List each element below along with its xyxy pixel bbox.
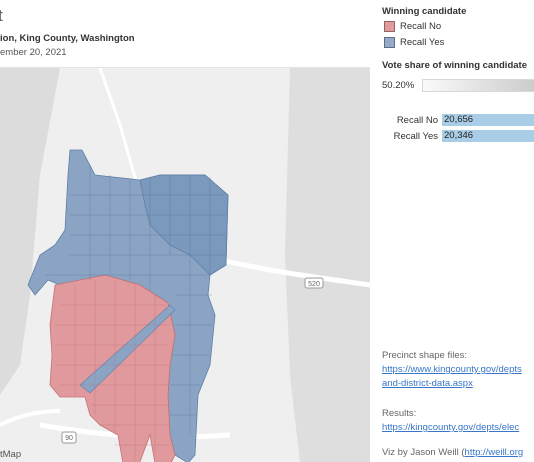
legend-swatch-recall-yes [384, 37, 395, 48]
precinct-grid-no [55, 280, 170, 462]
bar-row-recall-yes[interactable]: Recall Yes 20,346 [382, 129, 534, 143]
legend-label-recall-yes: Recall Yes [400, 37, 445, 48]
road-label-90-text: 90 [65, 435, 73, 442]
results-link[interactable]: https://kingcounty.gov/depts/elec [382, 422, 520, 433]
dashboard-title: t [0, 6, 3, 25]
vote-share-value: 50.20% [382, 79, 415, 91]
precinct-map[interactable]: 520 90 99 [0, 67, 370, 462]
bar-value-label: 20,656 [444, 114, 474, 125]
road-label-90: 90 [61, 431, 77, 444]
precinct-grid-yes [45, 165, 226, 435]
recall-yes-strip[interactable] [79, 304, 176, 394]
bar-mark[interactable]: 20,656 [442, 114, 534, 126]
legend-swatch-recall-no [384, 21, 395, 32]
legend-title: Winning candidate [382, 6, 467, 17]
vote-share-filter[interactable]: 50.20% [382, 77, 534, 93]
road-label-520: 520 [304, 277, 324, 289]
legend-label-recall-no: Recall No [400, 21, 442, 32]
vote-share-title: Vote share of winning candidate [382, 60, 527, 71]
legend-item-recall-yes[interactable]: Recall Yes [384, 36, 444, 49]
bar-value-label: 20,346 [444, 130, 474, 141]
water-area-east [285, 68, 370, 462]
bar-mark[interactable]: 20,346 [442, 130, 534, 142]
map-credit: tMap [0, 449, 22, 460]
bar-label: Recall No [396, 114, 438, 126]
vote-bar-chart: Recall No 20,656 Recall Yes 20,346 [382, 113, 534, 145]
precinct-files-label: Precinct shape files: [382, 350, 468, 361]
viz-credit-link[interactable]: http://weill.org [464, 447, 524, 458]
dashboard-date: ember 20, 2021 [0, 47, 67, 58]
water-area-west [0, 68, 60, 395]
road-label-520-text: 520 [308, 281, 320, 288]
legend-item-recall-no[interactable]: Recall No [384, 20, 441, 33]
results-label: Results: [382, 408, 417, 419]
precinct-files-link-cont[interactable]: and-district-data.aspx [382, 378, 473, 389]
bar-row-recall-no[interactable]: Recall No 20,656 [382, 113, 534, 127]
precinct-files-link[interactable]: https://www.kingcounty.gov/depts [382, 364, 522, 375]
bar-label: Recall Yes [393, 130, 438, 142]
highway-99 [0, 409, 61, 427]
viz-credit: Viz by Jason Weill (http://weill.org [382, 447, 523, 458]
side-panel: Winning candidate Recall No Recall Yes V… [382, 0, 534, 462]
map-canvas: 520 90 99 [0, 68, 370, 462]
viz-credit-text: Viz by Jason Weill ( [382, 447, 465, 458]
vote-share-gradient[interactable] [422, 78, 534, 92]
dashboard-subtitle: ion, King County, Washington [0, 33, 135, 44]
